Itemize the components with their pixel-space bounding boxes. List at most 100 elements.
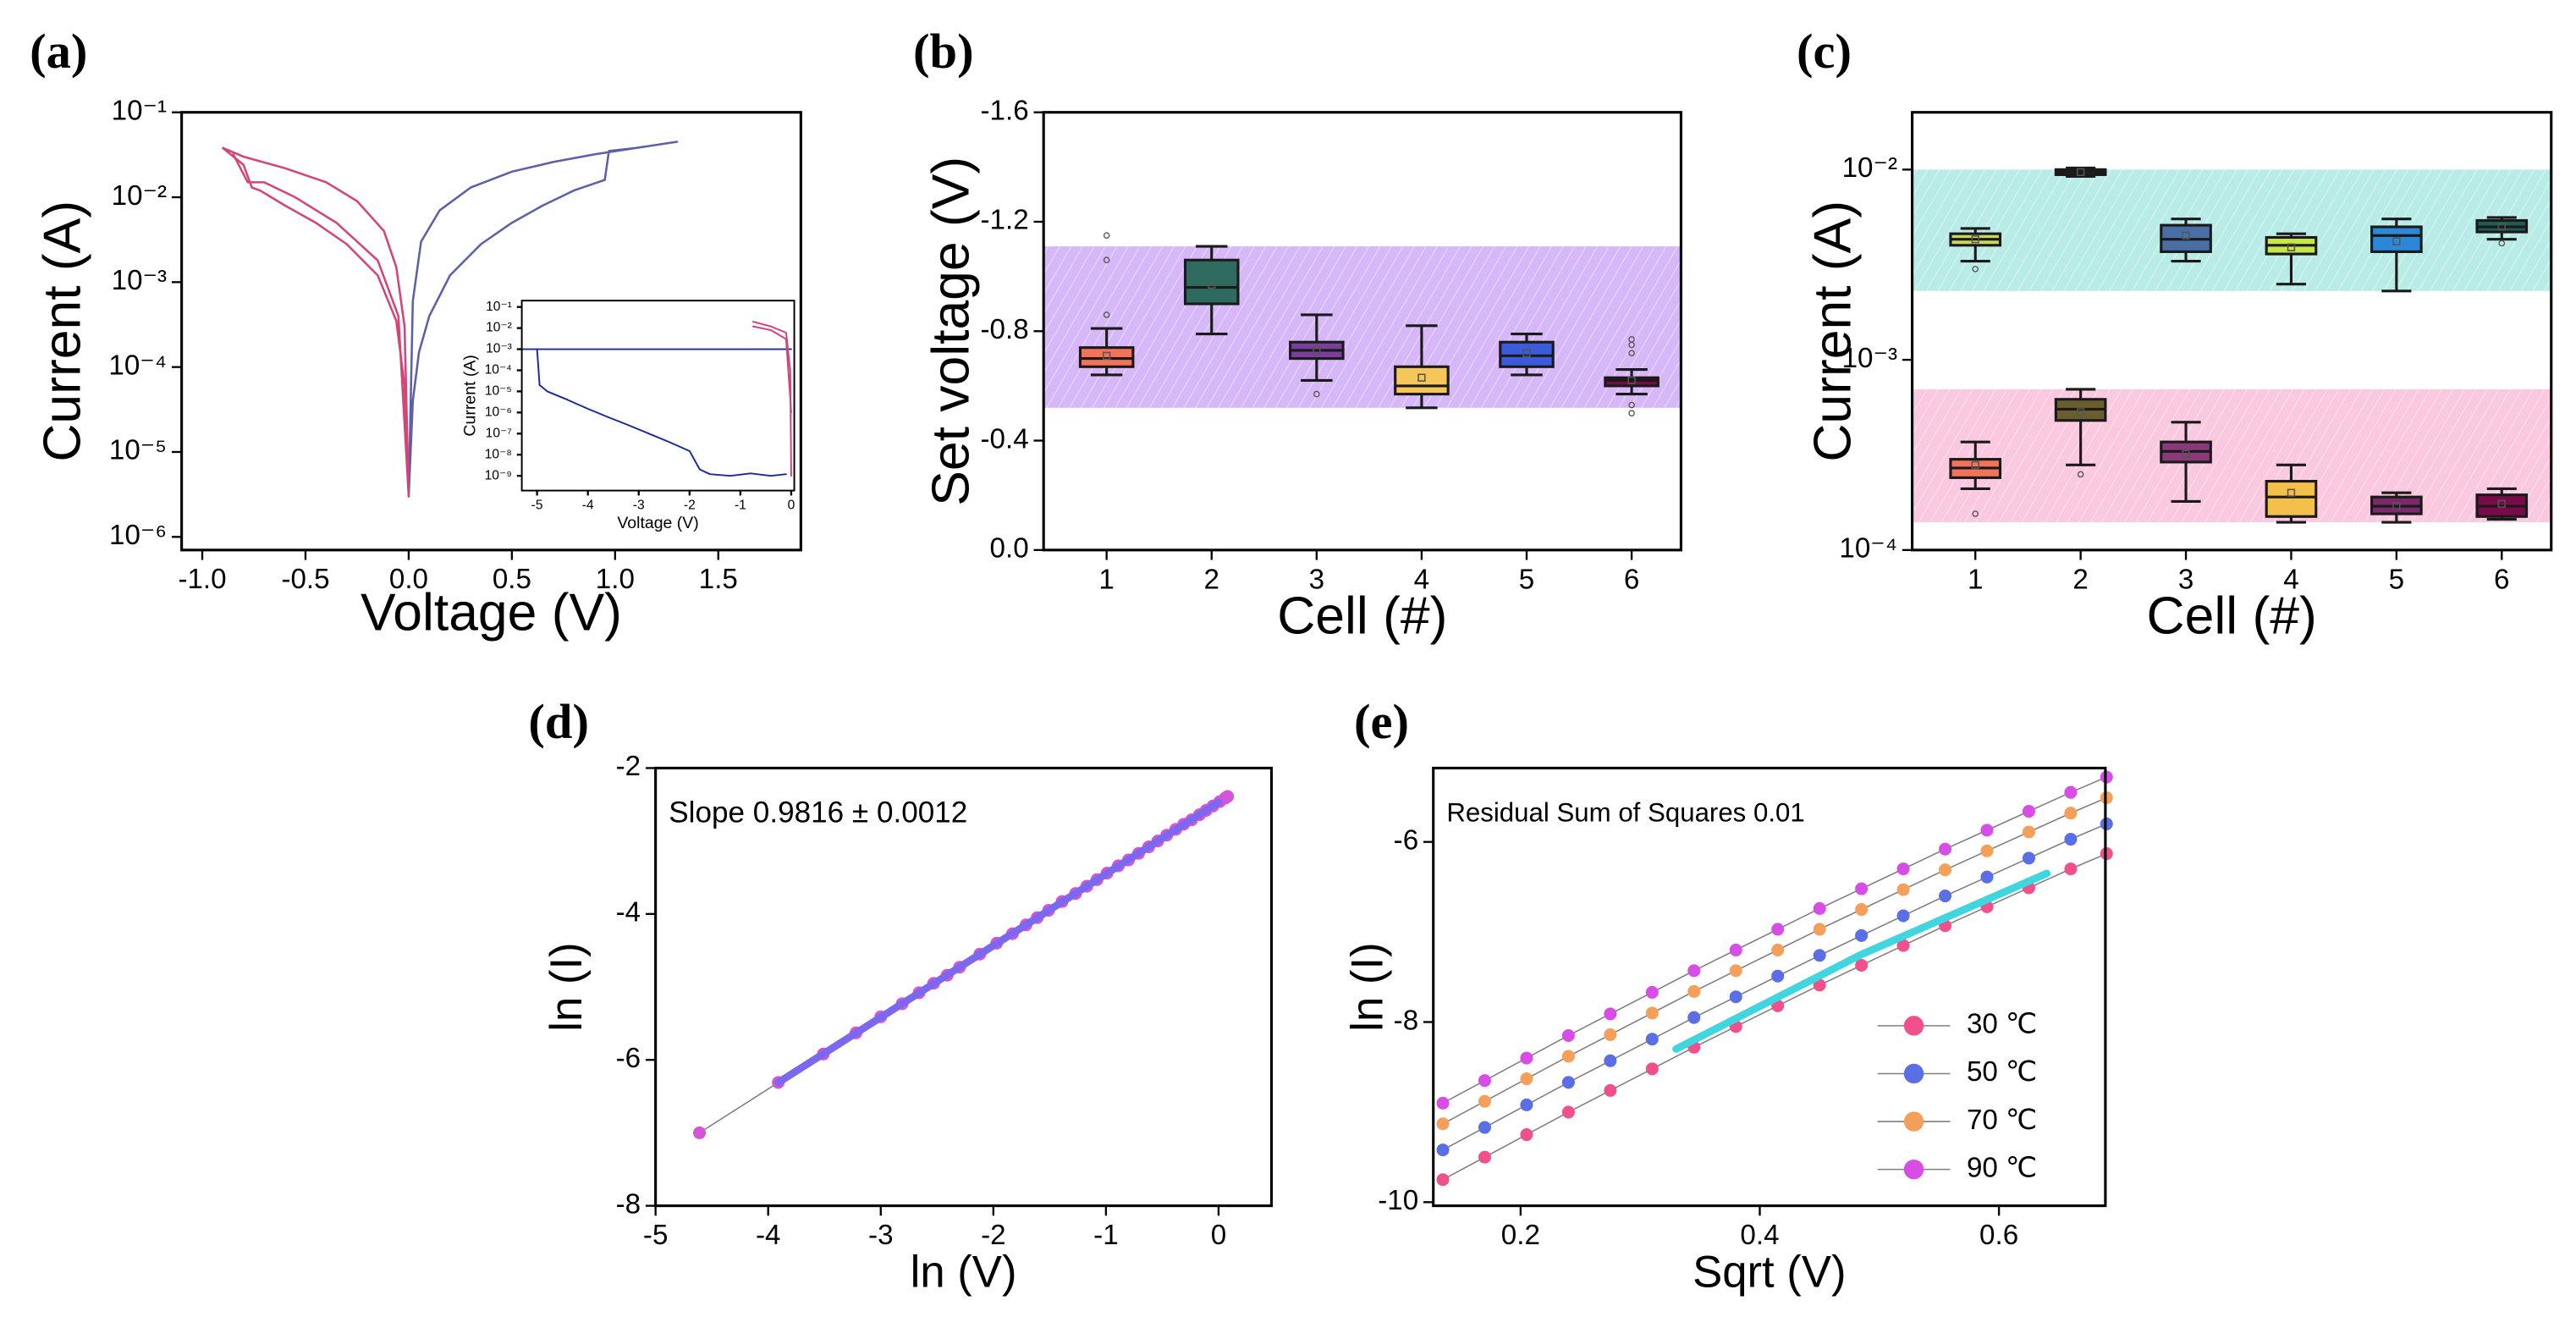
y-tick-label: 10⁻⁵ bbox=[485, 384, 512, 399]
annotation: Slope 0.9816 ± 0.0012 bbox=[669, 796, 967, 829]
data-point bbox=[1687, 1011, 1701, 1024]
x-tick-label: 0.2 bbox=[1501, 1220, 1540, 1251]
y-axis-label: Current (A) bbox=[460, 355, 479, 436]
y-tick-label: -1.6 bbox=[981, 95, 1029, 126]
y-tick-label: 10⁻⁹ bbox=[485, 468, 512, 482]
outlier bbox=[1103, 256, 1110, 264]
axes-frame bbox=[654, 766, 1274, 1208]
data-point bbox=[1813, 923, 1826, 936]
x-tick-label: -1 bbox=[735, 498, 746, 512]
data-point bbox=[1729, 964, 1742, 978]
axes-frame bbox=[1432, 766, 2107, 1208]
data-point bbox=[1478, 1121, 1491, 1134]
legend-label: 90 ℃ bbox=[1967, 1152, 2037, 1183]
data-point bbox=[1980, 824, 1994, 837]
data-point bbox=[1687, 964, 1701, 978]
x-tick-label: -3 bbox=[633, 498, 645, 512]
x-tick-label: -0.5 bbox=[281, 564, 329, 595]
data-point bbox=[1687, 984, 1701, 998]
box bbox=[1078, 346, 1135, 368]
mean bbox=[2287, 488, 2296, 497]
mean bbox=[1208, 280, 1216, 289]
x-tick-label: 0 bbox=[788, 498, 795, 512]
x-axis-label: Voltage (V) bbox=[617, 514, 698, 532]
data-point bbox=[1771, 923, 1785, 936]
data-point bbox=[1771, 969, 1785, 983]
axes-frame bbox=[180, 111, 802, 552]
data-point bbox=[1729, 990, 1742, 1004]
x-tick-label: 6 bbox=[1624, 565, 1639, 596]
data-point bbox=[1939, 863, 1952, 877]
shaded-band-hatch bbox=[1912, 169, 2551, 291]
fit-line bbox=[1672, 869, 2051, 1053]
data-line bbox=[407, 141, 679, 498]
data-line bbox=[222, 146, 410, 498]
data-line bbox=[536, 348, 787, 477]
mean bbox=[1417, 373, 1426, 382]
data-point bbox=[1729, 943, 1742, 956]
y-tick-label: 10⁻³ bbox=[1842, 343, 1897, 374]
legend-marker bbox=[1903, 1111, 1924, 1132]
data-point bbox=[1939, 890, 1952, 903]
data-line bbox=[1442, 823, 2108, 1151]
x-axis-label: Cell (#) bbox=[2147, 586, 2317, 645]
y-tick-label: 10⁻¹ bbox=[112, 95, 167, 126]
data-point bbox=[1520, 1051, 1533, 1065]
data-point bbox=[1561, 1105, 1575, 1119]
x-axis-label: Cell (#) bbox=[1277, 586, 1447, 645]
y-tick-label: 10⁻⁶ bbox=[109, 520, 167, 551]
data-point bbox=[1771, 943, 1785, 956]
legend-marker bbox=[1903, 1016, 1924, 1036]
x-tick-label: -2 bbox=[684, 498, 696, 512]
data-point bbox=[1813, 949, 1826, 962]
mean bbox=[1971, 235, 1979, 244]
outlier bbox=[1103, 311, 1110, 318]
annotation: Residual Sum of Squares 0.01 bbox=[1446, 797, 1804, 827]
outlier bbox=[1628, 410, 1635, 417]
y-tick-label: 0.0 bbox=[990, 533, 1029, 565]
mean bbox=[2182, 231, 2190, 240]
outlier bbox=[1628, 341, 1635, 349]
data-point bbox=[1436, 1143, 1450, 1157]
data-point bbox=[2064, 807, 2078, 820]
data-point bbox=[1896, 909, 1910, 923]
outlier bbox=[1972, 510, 1979, 517]
outlier bbox=[1972, 266, 1979, 273]
data-point bbox=[1561, 1028, 1575, 1042]
data-point bbox=[1436, 1096, 1450, 1110]
x-axis-label: Sqrt (V) bbox=[1693, 1247, 1846, 1297]
y-tick-label: 10⁻³ bbox=[112, 265, 167, 296]
y-axis-label: Current (A) bbox=[33, 201, 92, 462]
mean bbox=[2497, 499, 2506, 508]
data-point bbox=[1604, 1028, 1617, 1041]
data-point bbox=[1855, 882, 1869, 895]
x-tick-label: 2 bbox=[2072, 565, 2088, 596]
x-tick-label: -5 bbox=[643, 1220, 668, 1251]
x-tick-label: 6 bbox=[2494, 565, 2509, 596]
data-point bbox=[2022, 851, 2035, 865]
x-tick-label: 4 bbox=[2283, 565, 2298, 596]
x-tick-label: -1 bbox=[1093, 1220, 1118, 1251]
mean bbox=[1102, 351, 1111, 361]
x-axis-label: Voltage (V) bbox=[361, 582, 622, 642]
data-point bbox=[1896, 883, 1910, 896]
mean bbox=[2392, 237, 2401, 245]
x-tick-label: 0.5 bbox=[493, 564, 531, 595]
y-tick-label: -6 bbox=[616, 1043, 641, 1074]
mean bbox=[2287, 243, 2296, 251]
y-tick-label: 10⁻⁸ bbox=[485, 447, 512, 461]
x-tick-label: 0.4 bbox=[1740, 1220, 1779, 1251]
x-tick-label: 1 bbox=[1098, 565, 1114, 596]
y-tick-label: -0.4 bbox=[981, 423, 1029, 455]
data-point bbox=[1478, 1074, 1491, 1088]
inset-background bbox=[521, 300, 795, 491]
y-tick-label: -10 bbox=[1378, 1185, 1418, 1216]
outlier bbox=[1313, 390, 1320, 398]
data-point bbox=[2022, 805, 2035, 818]
y-axis-label: ln (I) bbox=[1342, 942, 1392, 1031]
mean bbox=[1627, 376, 1636, 385]
data-point bbox=[1980, 844, 1994, 857]
x-tick-label: 0 bbox=[1211, 1220, 1226, 1251]
data-point bbox=[1478, 1150, 1491, 1164]
